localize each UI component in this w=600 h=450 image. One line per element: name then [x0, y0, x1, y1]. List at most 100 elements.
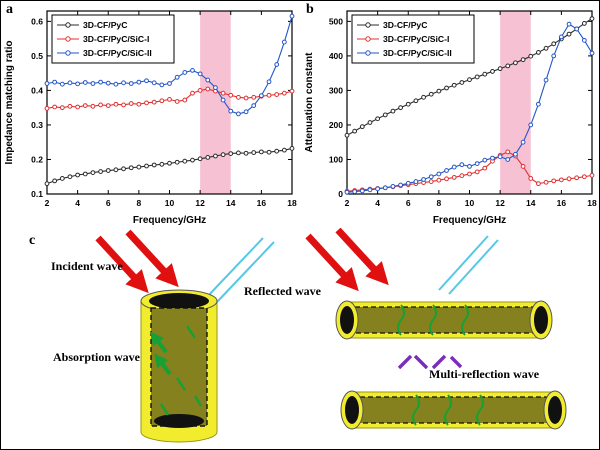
series-marker	[59, 105, 65, 111]
series-marker	[543, 77, 549, 83]
series-marker	[581, 174, 587, 180]
highlight-band	[500, 11, 531, 194]
series-marker	[274, 148, 280, 154]
legend-label: 3D-CF/PyC/SiC-I	[383, 34, 449, 44]
series-marker	[289, 88, 295, 94]
series-marker	[121, 102, 126, 108]
fiber-tube-bottom	[340, 390, 567, 430]
series-marker	[90, 81, 96, 86]
y-tick-label: 0.6	[31, 16, 43, 26]
y-tick-label: 200	[329, 120, 343, 130]
series-marker	[436, 88, 442, 94]
series-marker	[367, 120, 373, 125]
series-marker	[44, 81, 50, 86]
series-marker	[536, 181, 541, 187]
series-marker	[520, 57, 526, 63]
series-marker	[352, 128, 358, 134]
series-marker	[344, 132, 350, 138]
series-marker	[113, 81, 119, 87]
x-tick-label: 2	[45, 198, 50, 208]
x-tick-label: 8	[137, 198, 142, 208]
series-marker	[182, 97, 188, 103]
series-marker	[151, 99, 157, 105]
series-marker	[281, 39, 287, 45]
multi-reflection-wave-label: Multi-reflection wave	[429, 367, 540, 381]
series-marker	[459, 80, 465, 85]
series-marker	[243, 95, 249, 101]
series-marker	[536, 101, 541, 107]
series-marker	[444, 176, 449, 182]
series-marker	[405, 101, 411, 107]
series-marker	[236, 150, 241, 156]
series-marker	[174, 159, 180, 165]
legend-label: 3D-CF/PyC/SiC-I	[83, 34, 149, 44]
series-marker	[167, 96, 172, 102]
series-marker	[105, 168, 111, 173]
x-axis-label: Frequency/GHz	[433, 215, 506, 226]
series-marker	[67, 80, 73, 86]
series-marker	[105, 103, 111, 109]
series-marker	[574, 26, 580, 32]
y-axis-label: Attenuation constant	[304, 52, 315, 153]
series-marker	[281, 90, 287, 96]
series-marker	[205, 77, 211, 83]
panel-a: a 2 4 6 8 10 12 14 16 18 0.1 0.2 0.3 0.4 0.5 0.6 Freque…	[1, 1, 301, 228]
legend-marker	[365, 50, 371, 56]
y-tick-label: 0.1	[31, 189, 43, 199]
series-marker	[281, 147, 287, 153]
y-tick-label: 0.3	[31, 120, 43, 130]
x-tick-label: 10	[165, 198, 175, 208]
series-marker	[128, 101, 134, 106]
series-marker	[90, 103, 96, 109]
series-marker	[144, 163, 149, 169]
series-marker	[266, 149, 272, 155]
series-marker	[513, 151, 518, 157]
legend-marker	[65, 50, 71, 56]
series-marker	[98, 102, 103, 108]
series-marker	[505, 149, 511, 155]
series-marker	[75, 104, 81, 110]
series-marker	[128, 165, 134, 171]
series-marker	[589, 172, 595, 178]
series-marker	[482, 165, 488, 171]
cylinder-inner-cut	[150, 307, 208, 427]
series-marker	[497, 66, 503, 72]
series-marker	[375, 116, 381, 122]
series-marker	[289, 13, 295, 19]
series-marker	[220, 90, 226, 96]
panel-c-letter: c	[29, 233, 35, 248]
series-marker	[528, 122, 534, 128]
series-marker	[543, 179, 549, 185]
series-marker	[566, 21, 572, 27]
x-tick-label: 14	[226, 198, 236, 208]
series-marker	[451, 82, 457, 88]
series-marker	[213, 85, 218, 91]
panel-b-letter: b	[306, 2, 314, 17]
series-marker	[182, 158, 188, 164]
incident-wave-arrows-right	[305, 228, 389, 292]
series-marker	[190, 90, 195, 96]
legend-label: 3D-CF/PyC/SiC-II	[383, 48, 452, 58]
series-marker	[459, 173, 465, 179]
series-marker	[67, 103, 73, 109]
series-marker	[451, 175, 457, 180]
legend-label: 3D-CF/PyC	[383, 20, 427, 30]
legend-marker	[65, 22, 71, 28]
reflected-wave-lines-right	[438, 235, 499, 295]
series-marker	[536, 50, 541, 55]
cylinder-top-opening	[149, 293, 209, 309]
x-tick-label: 14	[526, 198, 536, 208]
series-marker	[528, 53, 534, 59]
series-marker	[505, 63, 511, 69]
series-marker	[474, 74, 480, 80]
y-axis-label: Impedance matching ratio	[4, 41, 15, 165]
series-marker	[436, 171, 442, 177]
x-axis-label: Frequency/GHz	[133, 215, 206, 226]
series-marker	[75, 172, 81, 178]
series-marker	[144, 100, 149, 106]
series-marker	[205, 155, 211, 160]
series-marker	[444, 85, 449, 91]
series-marker	[228, 151, 234, 157]
series-marker	[413, 179, 419, 184]
series-marker	[174, 99, 180, 104]
